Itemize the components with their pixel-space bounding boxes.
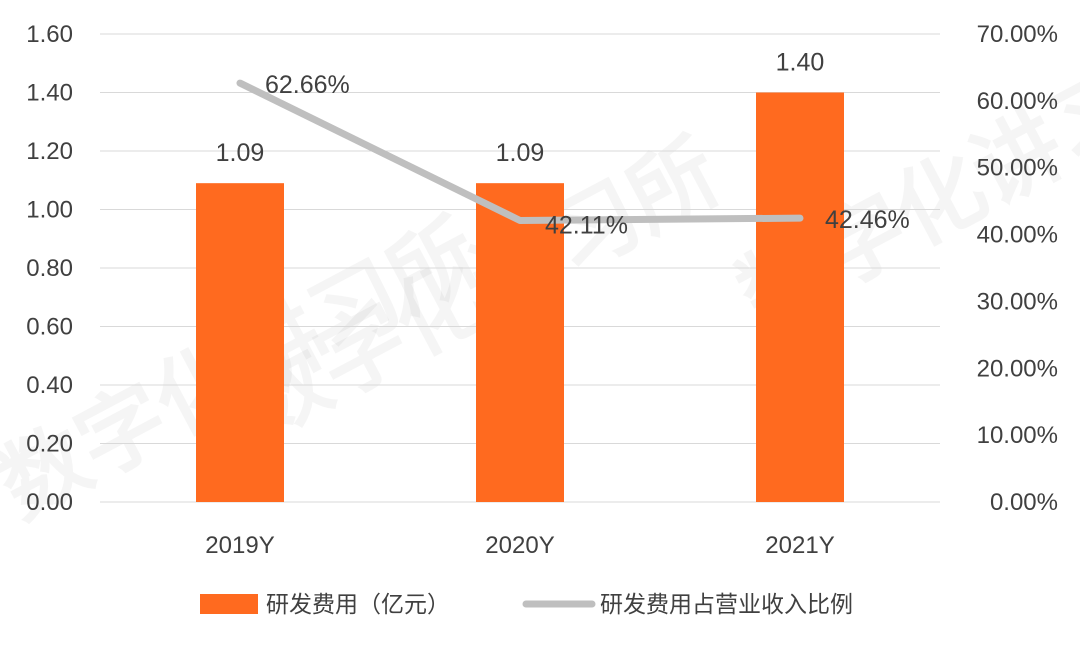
bar-2019Y bbox=[196, 183, 284, 503]
y-tick-label-left: 1.00 bbox=[26, 197, 73, 224]
y-tick-label-left: 0.40 bbox=[26, 372, 73, 399]
x-axis: 2019Y 2020Y 2021Y bbox=[205, 532, 834, 559]
y-tick-label-right: 20.00% bbox=[977, 355, 1058, 382]
y-tick-label-left: 1.40 bbox=[26, 80, 73, 107]
x-tick-label: 2019Y bbox=[205, 532, 274, 559]
legend-label-line: 研发费用占营业收入比例 bbox=[600, 592, 853, 618]
y-axis-left: 0.00 0.20 0.40 0.60 0.80 1.00 1.20 1.40 1.60 bbox=[26, 21, 73, 516]
line-series bbox=[236, 79, 804, 224]
x-tick-label: 2021Y bbox=[765, 532, 834, 559]
y-tick-label-left: 0.00 bbox=[26, 489, 73, 516]
y-tick-label-left: 0.20 bbox=[26, 431, 73, 458]
y-tick-label-right: 0.00% bbox=[990, 489, 1058, 516]
y-tick-label-left: 1.60 bbox=[26, 21, 73, 48]
bar-value-label: 1.09 bbox=[496, 139, 545, 167]
line-value-label: 62.66% bbox=[265, 71, 350, 99]
line-value-label: 42.11% bbox=[545, 211, 628, 239]
line-ratio bbox=[236, 79, 804, 224]
y-tick-label-left: 1.20 bbox=[26, 138, 73, 165]
bar-value-label: 1.40 bbox=[776, 49, 825, 77]
line-value-label: 42.46% bbox=[825, 206, 910, 234]
y-tick-label-right: 30.00% bbox=[977, 288, 1058, 315]
bar-2021Y bbox=[756, 92, 844, 502]
y-tick-label-right: 70.00% bbox=[977, 21, 1058, 48]
legend: 研发费用（亿元） 研发费用占营业收入比例 bbox=[200, 592, 853, 618]
bar-2020Y bbox=[476, 183, 564, 503]
y-tick-label-right: 40.00% bbox=[977, 222, 1058, 249]
data-labels: 1.09 1.09 1.40 62.66% 42.11% 42.46% bbox=[216, 49, 910, 240]
y-tick-label-right: 10.00% bbox=[977, 422, 1058, 449]
y-tick-label-left: 0.60 bbox=[26, 314, 73, 341]
y-axis-right: 0.00% 10.00% 20.00% 30.00% 40.00% 50.00% 60.00… bbox=[977, 21, 1058, 516]
y-tick-label-right: 60.00% bbox=[977, 88, 1058, 115]
legend-swatch-bar bbox=[200, 594, 258, 614]
legend-label-bar: 研发费用（亿元） bbox=[266, 592, 450, 618]
bar-value-label: 1.09 bbox=[216, 139, 265, 167]
bar-series bbox=[196, 92, 844, 503]
y-tick-label-right: 50.00% bbox=[977, 155, 1058, 182]
y-tick-label-left: 0.80 bbox=[26, 255, 73, 282]
x-tick-label: 2020Y bbox=[485, 532, 554, 559]
